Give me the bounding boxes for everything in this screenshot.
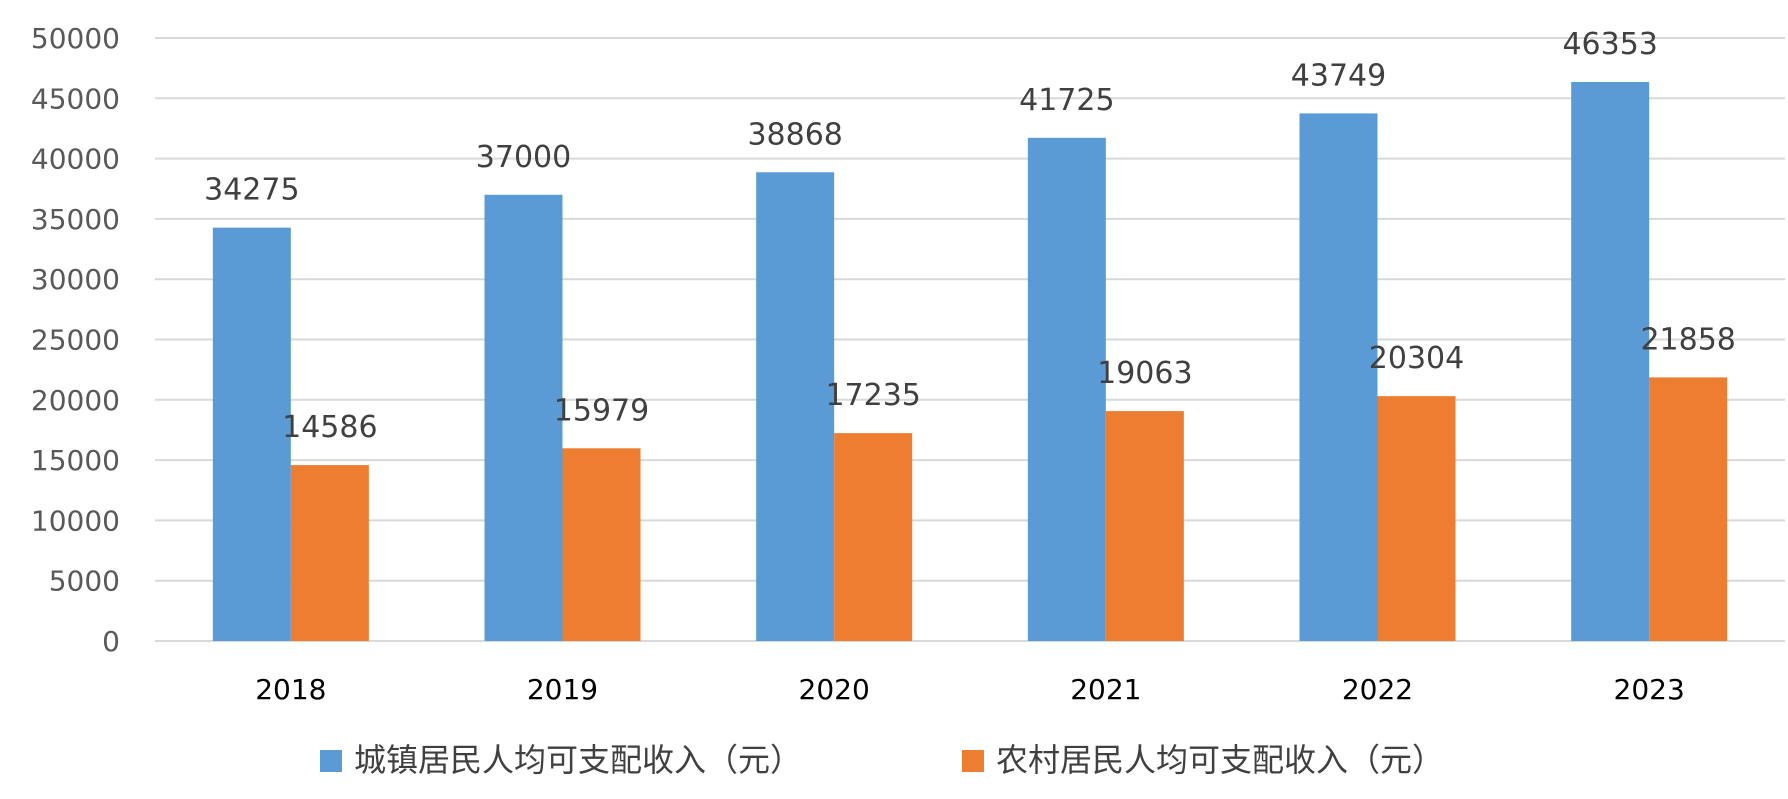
legend-swatch [320, 750, 342, 772]
y-tick-label: 10000 [31, 504, 120, 537]
x-tick-label: 2022 [1342, 673, 1413, 706]
x-tick-label: 2023 [1614, 673, 1685, 706]
x-tick-label: 2021 [1070, 673, 1141, 706]
gridlines [155, 37, 1785, 642]
legend-label: 城镇居民人均可支配收入（元） [354, 741, 802, 779]
data-label: 19063 [1097, 356, 1192, 391]
y-tick-label: 35000 [31, 203, 120, 236]
y-tick-label: 20000 [31, 384, 120, 417]
data-label: 43749 [1291, 58, 1386, 93]
y-axis-tick-labels: 0 5000 10000 15000 20000 25000 30000 35000 40000… [31, 22, 120, 658]
data-label: 14586 [282, 410, 377, 445]
y-tick-label: 25000 [31, 324, 120, 357]
data-label: 34275 [204, 173, 299, 208]
bar-urban-2021 [1027, 137, 1106, 641]
bar-rural-2018 [290, 465, 369, 641]
legend: 城镇居民人均可支配收入（元） 农村居民人均可支配收入（元） [320, 741, 1444, 779]
bar-urban-2023 [1571, 81, 1650, 642]
data-label: 17235 [825, 378, 920, 413]
data-labels: 34275 14586 37000 15979 38868 17235 41725 19063… [204, 27, 1736, 445]
bar-urban-2020 [756, 172, 835, 641]
bar-urban-2022 [1299, 113, 1378, 641]
data-label: 15979 [554, 393, 649, 428]
data-label: 46353 [1562, 27, 1657, 62]
data-label: 41725 [1019, 83, 1114, 118]
legend-label: 农村居民人均可支配收入（元） [996, 741, 1444, 779]
y-tick-label: 45000 [31, 82, 120, 115]
x-tick-label: 2019 [527, 673, 598, 706]
x-axis-tick-labels: 2018 2019 2020 2021 2022 2023 [255, 673, 1685, 706]
y-tick-label: 15000 [31, 444, 120, 477]
x-tick-label: 2018 [255, 673, 326, 706]
y-tick-label: 40000 [31, 143, 120, 176]
y-tick-label: 50000 [31, 22, 120, 55]
bar-rural-2019 [562, 448, 641, 641]
bar-rural-2022 [1377, 396, 1456, 641]
bar-rural-2023 [1649, 377, 1728, 641]
y-tick-label: 30000 [31, 263, 120, 296]
y-tick-label: 0 [102, 625, 120, 658]
bars [212, 81, 1728, 642]
x-tick-label: 2020 [799, 673, 870, 706]
bar-urban-2018 [212, 227, 291, 641]
bar-rural-2021 [1105, 411, 1184, 641]
y-tick-label: 5000 [49, 565, 120, 598]
bar-urban-2019 [484, 194, 563, 641]
bar-rural-2020 [834, 433, 913, 641]
data-label: 38868 [747, 117, 842, 152]
legend-swatch [962, 750, 984, 772]
data-label: 20304 [1369, 341, 1464, 376]
data-label: 37000 [476, 140, 571, 175]
data-label: 21858 [1640, 322, 1735, 357]
